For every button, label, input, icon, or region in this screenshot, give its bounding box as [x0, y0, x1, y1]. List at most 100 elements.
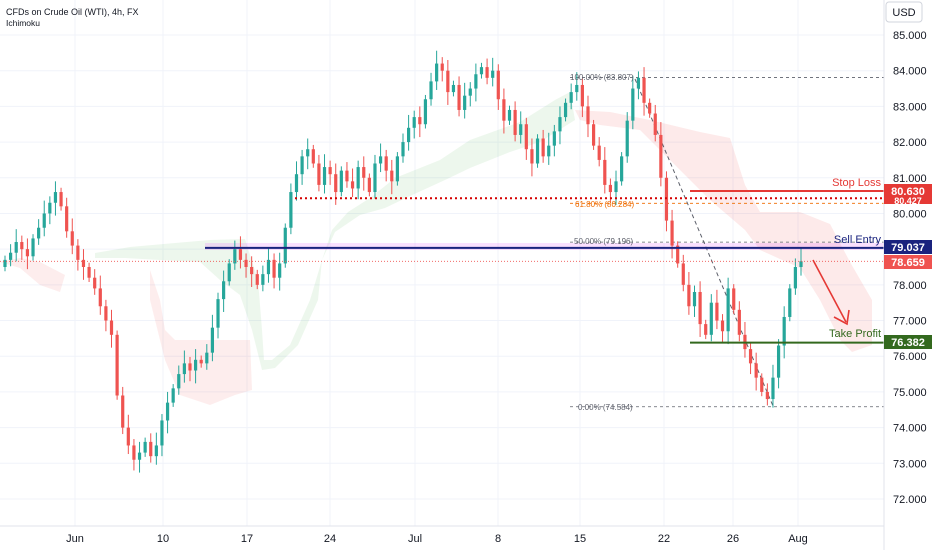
candle [9, 244, 13, 267]
candle [507, 105, 512, 125]
fib-label-50: 50.00% (79.196) [574, 237, 633, 246]
candle [586, 95, 590, 138]
candle [687, 271, 691, 315]
candle [87, 262, 91, 282]
candle [132, 439, 136, 471]
fibonacci-retracement [570, 77, 884, 408]
time-label: 24 [324, 533, 336, 545]
candle [104, 299, 108, 332]
candle [782, 306, 786, 359]
candle [171, 384, 175, 407]
candle [272, 253, 276, 289]
candle [788, 284, 792, 322]
price-badges: 80.630 80.427 79.037 78.659 76.382 [884, 184, 932, 349]
candle [339, 166, 343, 197]
candle [70, 218, 74, 255]
candle [479, 62, 484, 79]
candle [732, 284, 736, 315]
candle [255, 269, 259, 290]
candle [384, 149, 388, 182]
candle [306, 138, 310, 170]
candle [698, 281, 702, 337]
price-axis[interactable]: 85.000 84.000 83.000 82.000 81.000 80.000 79.0… [883, 0, 932, 550]
candle [547, 132, 551, 165]
cloud-red-1 [150, 270, 252, 405]
candle [446, 59, 450, 105]
candle [378, 143, 383, 173]
price-tick: 74.000 [893, 423, 927, 435]
candle [709, 294, 713, 342]
price-tick: 84.000 [893, 66, 927, 78]
sell-entry-badge [884, 240, 932, 254]
candle [109, 309, 114, 348]
ichimoku-cloud [0, 92, 872, 405]
candle [513, 101, 517, 142]
projection-arrow[interactable] [812, 259, 850, 326]
candle [177, 365, 181, 395]
candle [126, 414, 130, 455]
time-label: 26 [727, 533, 739, 545]
price-tick: 77.000 [893, 316, 927, 328]
candle [25, 238, 30, 270]
candle [760, 373, 764, 397]
candle [575, 72, 579, 101]
candle [328, 160, 332, 185]
time-label: 10 [157, 533, 169, 545]
candle [401, 133, 405, 163]
candle [793, 258, 797, 295]
currency-label: USD [892, 7, 915, 19]
candle [250, 256, 254, 287]
candle [362, 156, 366, 191]
candle [648, 98, 652, 118]
candle [42, 200, 46, 237]
candle [98, 275, 102, 315]
time-label: 15 [574, 533, 586, 545]
candle [799, 248, 803, 276]
candle [451, 80, 456, 97]
trade-levels [0, 189, 884, 344]
sell-entry-label: Sell Entry [834, 234, 882, 246]
candle [367, 173, 371, 197]
candle [294, 161, 299, 201]
candle [199, 355, 203, 368]
candle [776, 339, 781, 389]
candle [373, 154, 377, 199]
candle [720, 314, 725, 342]
candle [474, 63, 478, 102]
candle [704, 319, 708, 340]
candle [390, 159, 394, 195]
time-label: 22 [658, 533, 670, 545]
plot-area[interactable] [0, 0, 884, 526]
candle [715, 289, 719, 330]
candle [591, 119, 596, 150]
take-profit-badge [884, 335, 932, 349]
candle [160, 414, 164, 457]
candle [81, 249, 86, 280]
price-tick: 80.000 [893, 208, 927, 220]
candle [31, 234, 35, 261]
time-label: Jun [66, 533, 84, 545]
candles [3, 50, 803, 473]
time-label: 17 [241, 533, 253, 545]
candle [93, 269, 97, 295]
currency-button[interactable] [885, 1, 923, 23]
candle [317, 154, 321, 192]
candle [182, 350, 186, 383]
candle [205, 344, 209, 370]
candle [193, 349, 198, 384]
take-profit-label: Take Profit [829, 328, 881, 340]
candle [653, 104, 657, 142]
candle [210, 314, 215, 362]
candle [659, 122, 663, 187]
price-tick: 76.000 [893, 351, 927, 363]
candle [468, 82, 472, 107]
candle [261, 265, 265, 292]
candle [154, 432, 158, 465]
price-tick: 72.000 [893, 494, 927, 506]
price-tick: 85.000 [893, 30, 927, 42]
candle [283, 223, 287, 268]
time-axis[interactable]: Jun 10 17 24 Jul 8 15 22 26 Aug [0, 525, 884, 545]
candle [423, 94, 428, 129]
candle [765, 383, 769, 406]
